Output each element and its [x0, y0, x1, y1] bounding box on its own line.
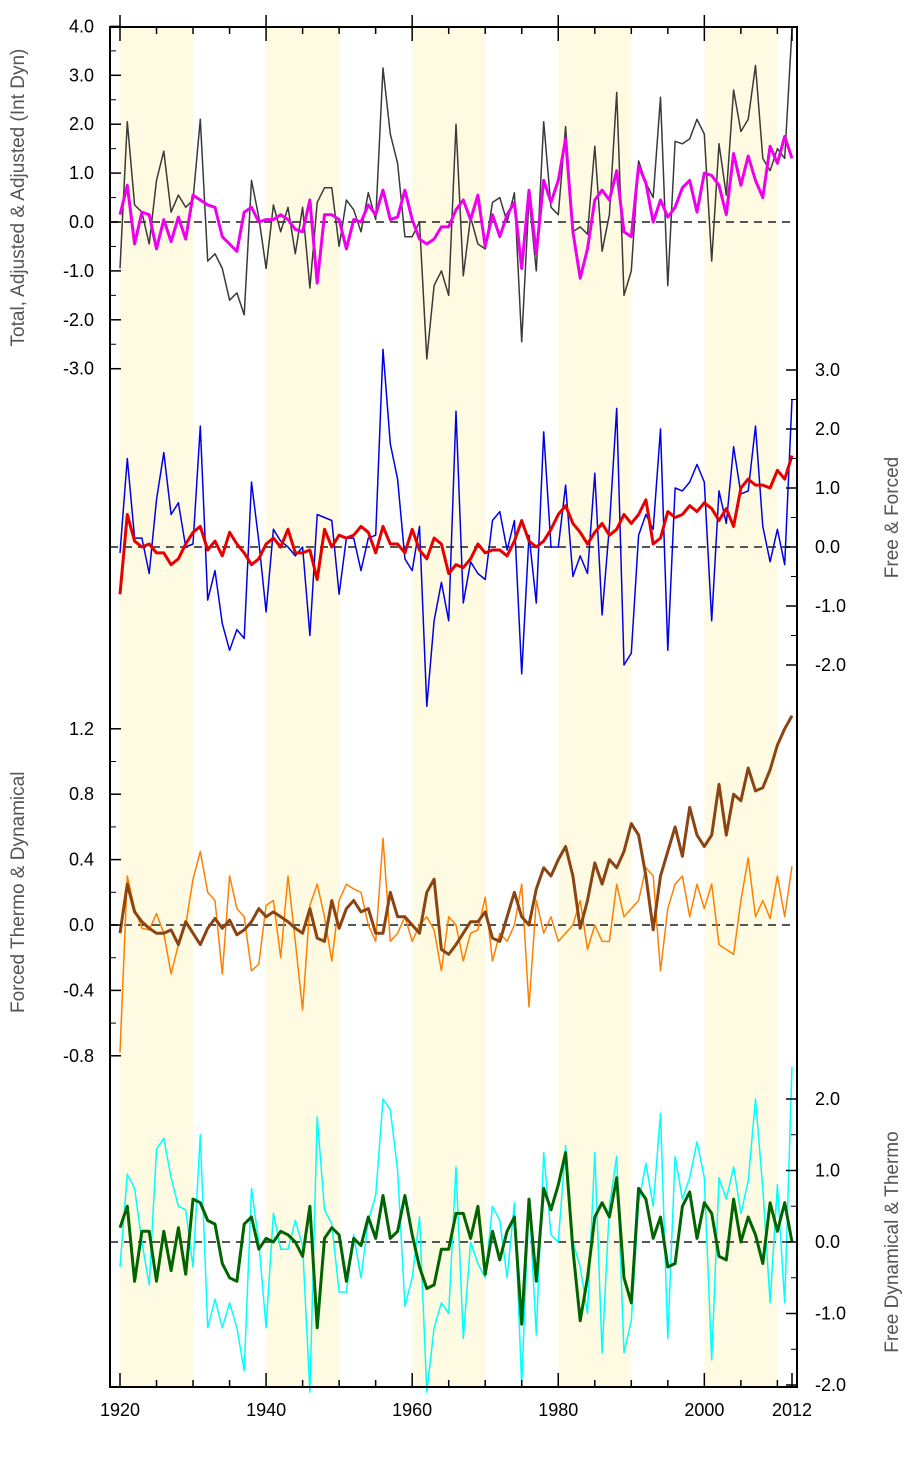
panel1-tick-label: 4.0: [69, 16, 94, 36]
panel1-tick-label: 0.0: [69, 212, 94, 232]
decade-band: [704, 27, 778, 1387]
panel2-tick-label: 2.0: [815, 419, 840, 439]
panel2-tick-label: 3.0: [815, 360, 840, 380]
x-tick-label: 2012: [772, 1400, 812, 1420]
panel2-series-free: [119, 348, 793, 708]
x-tick-label: 1980: [538, 1400, 578, 1420]
x-tick-label: 1920: [100, 1400, 140, 1420]
panel2-series-forced: [118, 455, 794, 595]
panel1-series-adjusted: [118, 134, 794, 285]
series-lines: [118, 28, 794, 1393]
panel2-tick-label: -2.0: [815, 655, 846, 675]
panel3-tick-label: -0.4: [63, 980, 94, 1000]
x-tick-label: 1960: [392, 1400, 432, 1420]
panel2-axis-title: Free & Forced: [882, 457, 903, 578]
panel1-axis-title: Total, Adjusted & Adjusted (Int Dyn): [8, 49, 29, 347]
panel4-tick-label: 0.0: [815, 1232, 840, 1252]
panel4-axis-title: Free Dynamical & Thermo: [882, 1131, 903, 1352]
x-tick-label: 1940: [246, 1400, 286, 1420]
panel4-tick-label: 2.0: [815, 1089, 840, 1109]
panel4-tick-label: 1.0: [815, 1161, 840, 1181]
panel1-series-total: [119, 28, 793, 360]
panel3-axis-title: Forced Thermo & Dynamical: [8, 772, 29, 1013]
panel3-series-forced-thermo: [118, 714, 794, 956]
panel3-tick-label: 1.2: [69, 719, 94, 739]
panel1-tick-label: 3.0: [69, 65, 94, 85]
axes: [109, 15, 798, 1388]
panel2-tick-label: 1.0: [815, 478, 840, 498]
panel3-tick-label: -0.8: [63, 1046, 94, 1066]
panel3-tick-label: 0.4: [69, 850, 94, 870]
panel1-tick-label: 1.0: [69, 163, 94, 183]
decade-shading: [120, 27, 778, 1387]
panel3-tick-label: 0.0: [69, 915, 94, 935]
axis-labels: 4.0 3.0 2.0 1.0 0.0 -1.0 -2.0 -3.0 Total, Adjust…: [8, 16, 903, 1420]
panel1-tick-label: -1.0: [63, 261, 94, 281]
panel1-tick-label: -2.0: [63, 310, 94, 330]
panel4-series-free-dynamical: [119, 1066, 793, 1393]
x-tick-label: 2000: [684, 1400, 724, 1420]
panel4-tick-label: -2.0: [815, 1375, 846, 1395]
panel1-tick-label: -3.0: [63, 359, 94, 379]
plot-frame: [109, 26, 798, 1388]
panel3-series-forced-dynamical: [119, 837, 793, 1053]
panel1-tick-label: 2.0: [69, 114, 94, 134]
panel4-series-free-thermo: [118, 1151, 794, 1330]
panel4-tick-label: -1.0: [815, 1304, 846, 1324]
panel2-tick-label: -1.0: [815, 596, 846, 616]
decade-band: [412, 27, 486, 1387]
decade-band: [266, 27, 340, 1387]
panel2-tick-label: 0.0: [815, 537, 840, 557]
panel3-tick-label: 0.8: [69, 784, 94, 804]
